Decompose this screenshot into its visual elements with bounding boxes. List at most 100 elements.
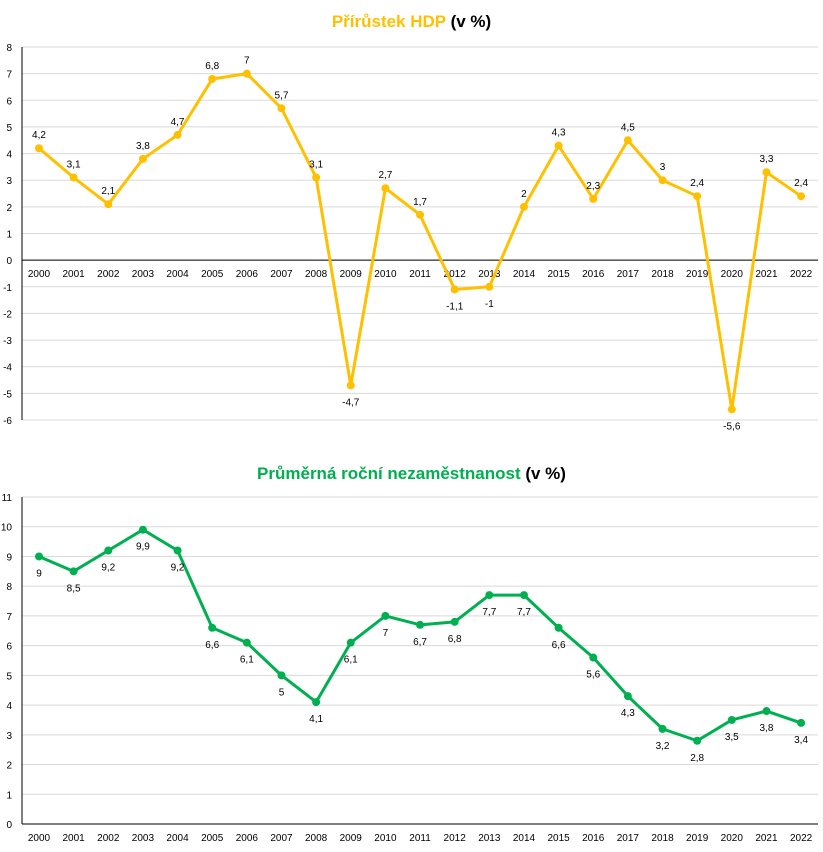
data-label: 3,8 [759, 723, 773, 734]
data-label: 3,1 [67, 160, 81, 171]
y-tick-label: 7 [6, 612, 12, 623]
data-label: 3,2 [656, 741, 670, 752]
x-tick-label: 2010 [374, 833, 397, 844]
x-tick-label: 2001 [63, 833, 86, 844]
series-line [38, 72, 802, 411]
x-tick-label: 2012 [444, 833, 467, 844]
y-tick-label: -4 [3, 363, 12, 374]
data-label: 2,3 [586, 181, 600, 192]
chart1-title: Přírůstek HDP (v %) [331, 12, 492, 31]
data-label: 1,7 [413, 197, 427, 208]
data-label: 6,8 [448, 634, 462, 645]
data-point [346, 381, 355, 390]
data-point [797, 718, 806, 727]
data-point [450, 285, 459, 294]
y-tick-label: 7 [6, 70, 12, 81]
data-point [727, 715, 736, 724]
y-tick-label: 3 [6, 731, 12, 742]
data-label: -1,1 [446, 301, 464, 312]
data-label: 4,3 [552, 128, 566, 139]
data-label: 7,7 [482, 607, 496, 618]
data-label: 9,2 [101, 563, 115, 574]
x-tick-label: 2015 [547, 269, 570, 280]
data-label: 6,6 [552, 640, 566, 651]
data-label: 6,8 [205, 61, 219, 72]
x-tick-label: 2021 [755, 833, 778, 844]
data-point [589, 194, 598, 203]
y-tick-label: -1 [3, 283, 12, 294]
data-point [623, 136, 632, 145]
y-tick-label: 10 [1, 523, 13, 534]
chart2-title: Průměrná roční nezaměstnanost (v %) [257, 464, 566, 483]
data-label: 7,7 [517, 607, 531, 618]
y-tick-label: 3 [6, 176, 12, 187]
y-tick-label: 8 [6, 582, 12, 593]
data-point [797, 192, 806, 201]
data-label: 6,1 [240, 655, 254, 666]
data-point [242, 69, 251, 78]
data-point [138, 154, 147, 163]
y-tick-label: 0 [6, 820, 12, 831]
x-tick-label: 2018 [651, 833, 674, 844]
data-point [346, 638, 355, 647]
x-tick-label: 2015 [547, 833, 570, 844]
data-label: 4,5 [621, 122, 635, 133]
data-point [623, 692, 632, 701]
data-point [138, 525, 147, 534]
x-tick-label: 2006 [236, 269, 259, 280]
x-tick-label: 2005 [201, 833, 224, 844]
data-point [381, 184, 390, 193]
data-label: 4,2 [32, 130, 46, 141]
data-point [762, 168, 771, 177]
x-tick-label: 2009 [340, 269, 363, 280]
y-tick-label: 2 [6, 203, 12, 214]
data-label: 5,6 [586, 670, 600, 681]
data-point [554, 623, 563, 632]
data-label: 5,7 [275, 90, 289, 101]
data-point [312, 173, 321, 182]
data-label: 2,4 [690, 178, 704, 189]
x-tick-label: 2017 [617, 833, 640, 844]
x-tick-label: 2009 [340, 833, 363, 844]
data-label: 4,3 [621, 708, 635, 719]
data-point [589, 653, 598, 662]
data-point [450, 617, 459, 626]
data-point [727, 405, 736, 414]
data-point [35, 144, 43, 153]
data-label: 3,1 [309, 160, 323, 171]
data-label: 7 [244, 56, 250, 67]
x-tick-label: 2008 [305, 833, 328, 844]
data-label: 3,3 [759, 154, 773, 165]
y-tick-label: -2 [3, 309, 12, 320]
x-tick-label: 2007 [270, 269, 293, 280]
x-tick-label: 2022 [790, 833, 813, 844]
y-tick-label: 2 [6, 761, 12, 772]
data-point [208, 74, 217, 83]
data-label: -1 [485, 299, 494, 310]
data-label: 6,1 [344, 655, 358, 666]
data-label: 9 [36, 568, 42, 579]
data-label: 5 [279, 687, 285, 698]
x-tick-label: 2021 [755, 269, 778, 280]
x-tick-label: 2019 [686, 833, 709, 844]
y-tick-label: 9 [6, 552, 12, 563]
x-tick-label: 2003 [132, 833, 155, 844]
data-point [416, 620, 425, 629]
data-label: 4,1 [309, 714, 323, 725]
data-point [208, 623, 217, 632]
y-tick-label: 5 [6, 671, 12, 682]
x-tick-label: 2001 [63, 269, 86, 280]
data-label: 4,7 [171, 117, 185, 128]
data-label: 2,4 [794, 178, 808, 189]
data-point [762, 707, 771, 716]
data-point [35, 552, 43, 561]
data-point [693, 192, 702, 201]
y-tick-label: 5 [6, 123, 12, 134]
data-label: 3,4 [794, 735, 808, 746]
x-tick-label: 2010 [374, 269, 397, 280]
data-label: -4,7 [342, 397, 360, 408]
y-tick-label: 6 [6, 96, 12, 107]
data-point [69, 567, 78, 576]
data-label: 3,8 [136, 141, 150, 152]
